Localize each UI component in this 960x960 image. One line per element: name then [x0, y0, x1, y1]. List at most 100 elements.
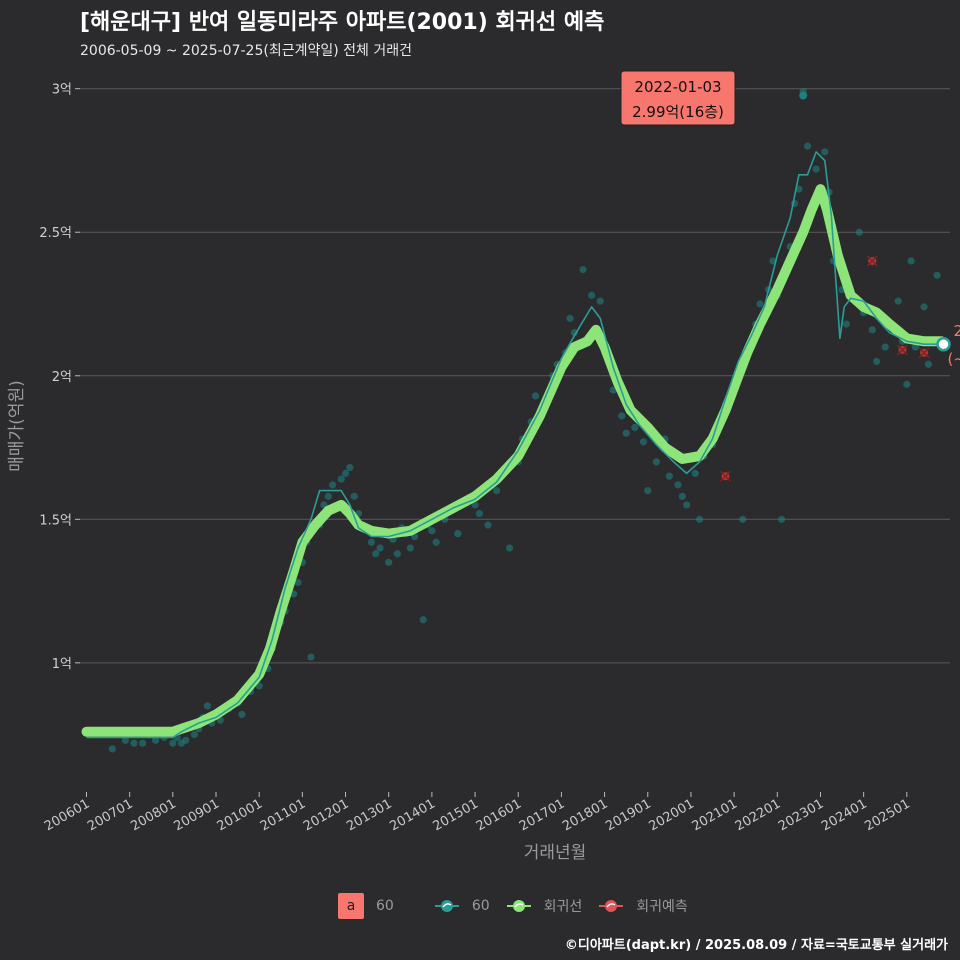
data-point: [894, 297, 902, 305]
source-credit: ©디아파트(dapt.kr) / 2025.08.09 / 자료=국토교통부 실…: [564, 938, 948, 953]
data-point: [695, 515, 704, 523]
data-point: [566, 314, 574, 322]
data-point: [911, 343, 920, 351]
data-point: [130, 739, 138, 747]
data-point: [406, 544, 414, 552]
legend: a 60 60 회귀선 회귀예측: [338, 892, 728, 920]
data-point: [842, 320, 850, 328]
x-tick-label: 202401: [819, 796, 869, 834]
x-axis-title: 거래년월: [524, 843, 587, 863]
max-label-box: [620, 70, 736, 126]
legend-key-glyph: [514, 903, 524, 908]
data-point: [631, 423, 639, 432]
y-tick-label: 1.5억: [39, 513, 72, 528]
data-point: [372, 550, 380, 558]
max-point: [799, 91, 808, 100]
data-point: [570, 329, 578, 337]
data-point: [678, 492, 686, 500]
x-tick-label: 201101: [258, 796, 308, 834]
prediction-cross: [918, 347, 930, 359]
data-point: [907, 257, 915, 265]
data-point: [484, 521, 492, 529]
x-tick-label: 201201: [301, 796, 351, 834]
y-tick-label: 1억: [52, 657, 72, 672]
regression-line: [81, 184, 947, 737]
data-point: [873, 357, 881, 366]
data-point: [471, 501, 479, 509]
data-point: [428, 527, 436, 535]
x-tick-label: 202101: [690, 796, 740, 834]
last-area-label: (~60㎡): [948, 350, 960, 368]
x-tick-label: 200801: [128, 796, 178, 834]
legend-label-60: 60: [471, 898, 490, 914]
legend-key-dot: [605, 900, 618, 912]
data-point: [341, 469, 350, 477]
last-value-label: 21,061: [954, 322, 960, 340]
data-point: [346, 464, 354, 472]
y-axis-title: 매매가(억원): [7, 380, 27, 471]
data-point: [920, 303, 928, 311]
data-point: [691, 469, 699, 477]
data-point: [778, 515, 786, 523]
legend-key-dot: [440, 900, 453, 912]
prediction-cross: [866, 255, 878, 267]
data-point: [419, 616, 427, 624]
data-point: [674, 481, 682, 489]
chart-subtitle: 2006-05-09 ~ 2025-07-25(최근계약일) 전체 거래건: [80, 43, 412, 59]
data-point: [324, 492, 332, 500]
x-tick-label: 202001: [646, 796, 696, 834]
dot-line-icon: [599, 900, 624, 912]
chart-title: [해운대구] 반여 일동미라주 아파트(2001) 회귀선 예측: [80, 10, 605, 35]
data-point: [756, 300, 764, 308]
data-point: [933, 271, 941, 279]
data-point: [350, 492, 358, 500]
data-point: [821, 148, 829, 156]
y-tick-label: 2.5억: [39, 226, 72, 241]
x-tick-label: 200901: [172, 796, 222, 834]
x-tick-label: 201401: [387, 796, 437, 834]
x-tick-label: 201501: [431, 796, 481, 834]
x-tick-label: 201301: [344, 796, 394, 834]
legend-key-dot: [512, 900, 525, 912]
data-point: [307, 653, 315, 661]
data-point: [182, 736, 190, 744]
legend-key-glyph: [606, 903, 616, 908]
data-point: [639, 438, 648, 446]
data-point: [203, 702, 211, 710]
data-point: [924, 360, 933, 368]
data-point: [294, 578, 302, 587]
data-point: [812, 165, 820, 173]
x-tick-label: 201901: [603, 796, 653, 834]
data-point: [644, 486, 652, 495]
data-point: [190, 730, 199, 739]
data-point: [151, 736, 160, 744]
dot-line-icon: [506, 900, 531, 912]
data-point: [108, 745, 116, 753]
data-point: [881, 343, 889, 351]
series-line-60: [86, 151, 942, 739]
data-point: [328, 481, 337, 489]
data-point: [454, 530, 462, 538]
dot-line-icon: [434, 900, 459, 912]
data-point: [393, 550, 401, 558]
data-point: [376, 544, 384, 552]
max-label-date: 2022-01-03: [634, 78, 721, 96]
x-tick-label: 201801: [560, 796, 610, 834]
data-point: [665, 472, 673, 480]
y-tick-label: 2억: [52, 370, 72, 385]
x-tick-label: 202301: [776, 796, 826, 834]
legend-label-prediction: 회귀예측: [636, 899, 688, 915]
x-tick-label: 200701: [85, 796, 135, 834]
data-point: [618, 412, 626, 420]
data-point: [475, 509, 483, 518]
data-point: [367, 538, 376, 546]
y-tick-label: 3억: [52, 83, 72, 98]
x-tick-label: 200601: [42, 796, 92, 834]
data-point: [683, 501, 691, 509]
last-point-marker: [936, 336, 951, 352]
data-point: [596, 297, 604, 305]
data-point: [139, 739, 147, 747]
x-tick-label: 202501: [862, 796, 912, 834]
x-tick-label: 202201: [733, 796, 783, 834]
data-point: [238, 710, 246, 719]
